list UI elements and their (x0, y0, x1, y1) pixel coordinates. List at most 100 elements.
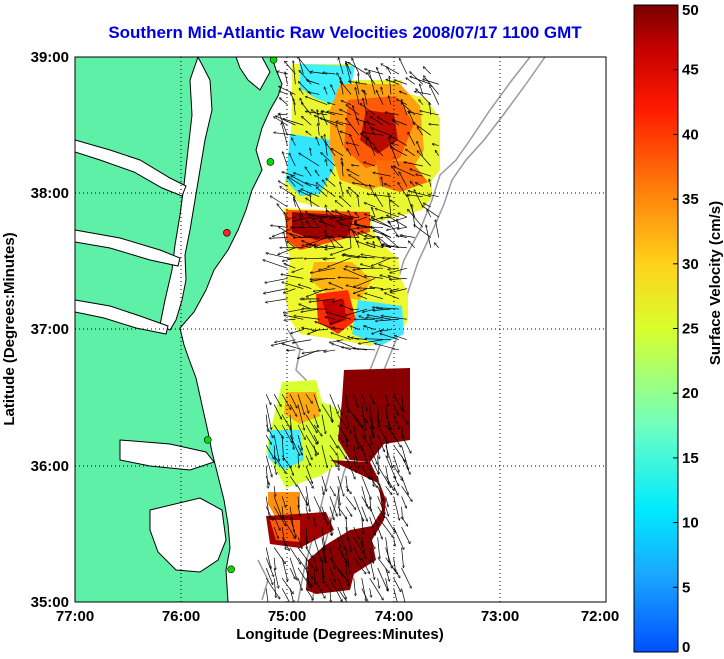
velocity-vector (353, 537, 364, 553)
velocity-vector (266, 253, 288, 259)
velocity-vector (355, 216, 368, 221)
velocity-vector (265, 455, 272, 477)
velocity-vector (285, 61, 296, 75)
velocity-vector (338, 455, 339, 471)
james-river (75, 299, 169, 335)
velocity-vector (350, 135, 360, 156)
velocity-vector (345, 567, 349, 586)
velocity-vector (310, 278, 336, 279)
velocity-vector (270, 196, 288, 208)
velocity-vector (417, 151, 432, 167)
velocity-vector (305, 486, 310, 511)
velocity-vector (337, 486, 340, 505)
velocity-vector (273, 526, 278, 538)
velocity-vector (389, 137, 392, 146)
velocity-vector (361, 557, 370, 574)
velocity-vector (361, 486, 367, 506)
velocity-vector (279, 113, 288, 136)
velocity-vector (273, 506, 285, 526)
velocity-vector (414, 92, 431, 95)
velocity-vector (337, 537, 344, 557)
velocity-vector (338, 236, 360, 237)
velocity-vector (408, 209, 424, 228)
velocity-vector (302, 349, 328, 353)
x-tick-label: 73:00 (481, 608, 519, 625)
velocity-vector (313, 445, 316, 456)
velocity-vector (364, 214, 376, 218)
velocity-vector (369, 475, 377, 487)
velocity-vector (382, 233, 400, 249)
velocity-vector (289, 547, 301, 565)
velocity-vector (377, 557, 390, 573)
velocity-vector (273, 557, 275, 570)
velocity-vector (397, 219, 400, 228)
velocity-vector (274, 486, 275, 496)
velocity-vector (380, 334, 400, 341)
velocity-vector (298, 284, 312, 289)
velocity-vector (320, 118, 344, 126)
velocity-vector (273, 547, 285, 564)
velocity-vector (343, 254, 368, 259)
rappahannock-river (75, 229, 181, 267)
velocity-vector (273, 404, 281, 419)
velocity-vector (269, 238, 288, 239)
velocity-vector (289, 475, 297, 486)
velocity-vector (325, 142, 336, 156)
velocity-vector (305, 111, 328, 116)
velocity-vector (371, 128, 392, 136)
velocity-vector (265, 496, 269, 518)
velocity-vector (305, 455, 310, 466)
velocity-vector (281, 506, 284, 520)
velocity-vector (401, 547, 404, 568)
velocity-vector (281, 435, 284, 460)
velocity-vector (282, 344, 304, 351)
velocity-vector (364, 326, 376, 330)
velocity-vector (284, 319, 296, 320)
velocity-vector (297, 404, 304, 430)
velocity-vector (356, 119, 376, 126)
velocity-vector (305, 96, 328, 106)
velocity-vector (361, 404, 366, 430)
velocity-vector (292, 138, 296, 146)
y-tick-label: 36:00 (31, 458, 69, 475)
colorbar-tick-label: 20 (682, 385, 699, 402)
x-tick-label: 77:00 (56, 608, 94, 625)
velocity-vector (283, 152, 288, 167)
velocity-vector (338, 278, 360, 279)
velocity-vector (321, 527, 325, 550)
velocity-vector (385, 455, 396, 479)
velocity-vector (419, 100, 424, 105)
velocity-vector (312, 330, 328, 331)
velocity-vector (329, 455, 337, 467)
velocity-vector (385, 537, 390, 562)
colorbar-tick-label: 5 (682, 579, 690, 596)
velocity-vector (424, 76, 440, 95)
velocity-vector (291, 93, 296, 105)
velocity-vector (324, 349, 336, 352)
velocity-vector (345, 308, 368, 315)
velocity-vector (337, 578, 346, 599)
velocity-vector (353, 434, 363, 450)
velocity-vector (365, 121, 368, 146)
velocity-vector (377, 486, 383, 500)
velocity-vector (280, 187, 296, 197)
velocity-vector (375, 344, 399, 351)
velocity-vector (387, 67, 392, 75)
velocity-vector (273, 424, 283, 438)
velocity-vector (311, 216, 336, 218)
velocity-vector (278, 181, 288, 187)
velocity-vector (420, 111, 439, 116)
velocity-vector (326, 178, 336, 187)
x-tick-label: 74:00 (375, 608, 413, 625)
velocity-vector (401, 414, 409, 425)
velocity-vector (299, 70, 312, 85)
velocity-vector (305, 445, 312, 459)
velocity-vector (325, 159, 328, 167)
velocity-vector (410, 76, 431, 85)
velocity-vector (313, 537, 322, 561)
velocity-vector (435, 220, 440, 238)
y-tick-label: 38:00 (31, 185, 69, 202)
velocity-vector (337, 475, 344, 496)
velocity-vector (369, 435, 372, 444)
velocity-vector (363, 98, 368, 115)
